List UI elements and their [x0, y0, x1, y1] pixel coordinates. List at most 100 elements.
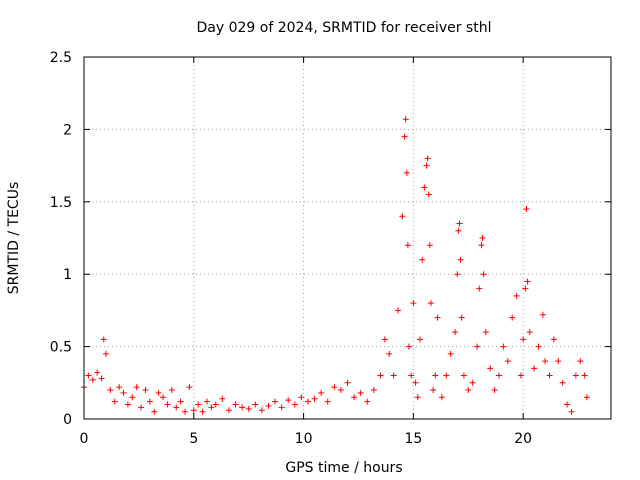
data-point: [278, 404, 285, 411]
data-point: [199, 408, 206, 415]
x-tick-label: 10: [295, 431, 313, 447]
data-point: [381, 336, 388, 343]
data-point: [513, 292, 520, 299]
y-tick-label: 2: [63, 122, 72, 138]
data-point: [177, 398, 184, 405]
x-tick-label: 5: [189, 431, 198, 447]
data-point: [100, 336, 107, 343]
data-point: [408, 372, 415, 379]
y-tick-label: 0: [63, 412, 72, 428]
data-point: [426, 242, 433, 249]
data-point: [298, 394, 305, 401]
data-point: [182, 408, 189, 415]
data-point: [324, 398, 331, 405]
data-point: [203, 398, 210, 405]
data-point: [452, 329, 459, 336]
data-point: [447, 350, 454, 357]
data-point: [427, 300, 434, 307]
data-point: [458, 314, 465, 321]
data-point: [357, 389, 364, 396]
data-point: [581, 372, 588, 379]
data-point: [476, 285, 483, 292]
data-point: [454, 271, 461, 278]
data-point: [402, 116, 409, 123]
data-point: [344, 379, 351, 386]
data-point: [474, 343, 481, 350]
data-point: [160, 394, 167, 401]
data-point: [364, 398, 371, 405]
data-point: [386, 350, 393, 357]
data-point: [491, 387, 498, 394]
x-tick-label: 20: [514, 431, 532, 447]
data-point: [465, 387, 472, 394]
data-point: [416, 336, 423, 343]
data-point: [102, 350, 109, 357]
y-tick-label: 2.5: [50, 50, 72, 66]
data-point: [550, 336, 557, 343]
data-point: [564, 401, 571, 408]
data-point: [331, 384, 338, 391]
y-axis-label: SRMTID / TECUs: [6, 182, 22, 295]
data-point: [401, 133, 408, 140]
x-axis-label: GPS time / hours: [285, 460, 402, 476]
data-point: [542, 358, 549, 365]
data-point: [98, 375, 105, 382]
data-point: [469, 379, 476, 386]
data-point: [133, 384, 140, 391]
y-tick-label: 0.5: [50, 340, 72, 356]
data-point: [245, 405, 252, 412]
data-point: [219, 395, 226, 402]
data-point: [124, 401, 131, 408]
data-point: [89, 376, 96, 383]
data-point: [190, 407, 197, 414]
data-point: [523, 206, 530, 213]
y-tick-label: 1.5: [50, 195, 72, 211]
data-point: [151, 408, 158, 415]
data-point: [239, 404, 246, 411]
data-point: [232, 401, 239, 408]
data-point: [425, 191, 432, 198]
data-point: [405, 343, 412, 350]
data-point: [455, 227, 462, 234]
axis-ticks: [83, 56, 611, 420]
data-point: [524, 278, 531, 285]
data-point: [531, 365, 538, 372]
data-point: [583, 394, 590, 401]
data-point: [522, 285, 529, 292]
data-point: [142, 387, 149, 394]
data-point: [572, 372, 579, 379]
data-point: [410, 300, 417, 307]
data-point: [487, 365, 494, 372]
data-point: [509, 314, 516, 321]
data-point: [419, 256, 426, 263]
data-point: [423, 162, 430, 169]
data-point: [456, 220, 463, 227]
data-point: [173, 404, 180, 411]
data-point: [460, 372, 467, 379]
data-point: [272, 398, 279, 405]
data-point: [370, 387, 377, 394]
data-point: [504, 358, 511, 365]
chart-title: Day 029 of 2024, SRMTID for receiver sth…: [197, 20, 492, 36]
plot-frame: [83, 56, 612, 420]
data-point: [390, 372, 397, 379]
data-point: [258, 407, 265, 414]
data-point: [520, 336, 527, 343]
data-point: [404, 242, 411, 249]
data-point: [424, 155, 431, 162]
data-point: [318, 389, 325, 396]
data-point: [168, 387, 175, 394]
data-point: [304, 398, 311, 405]
data-point: [212, 401, 219, 408]
data-point: [116, 384, 123, 391]
data-point: [155, 389, 162, 396]
data-point: [438, 394, 445, 401]
data-point: [478, 242, 485, 249]
data-point: [568, 408, 575, 415]
data-point: [403, 169, 410, 176]
x-tick-label: 15: [404, 431, 422, 447]
data-point: [421, 184, 428, 191]
data-point: [120, 389, 127, 396]
data-point: [138, 404, 145, 411]
